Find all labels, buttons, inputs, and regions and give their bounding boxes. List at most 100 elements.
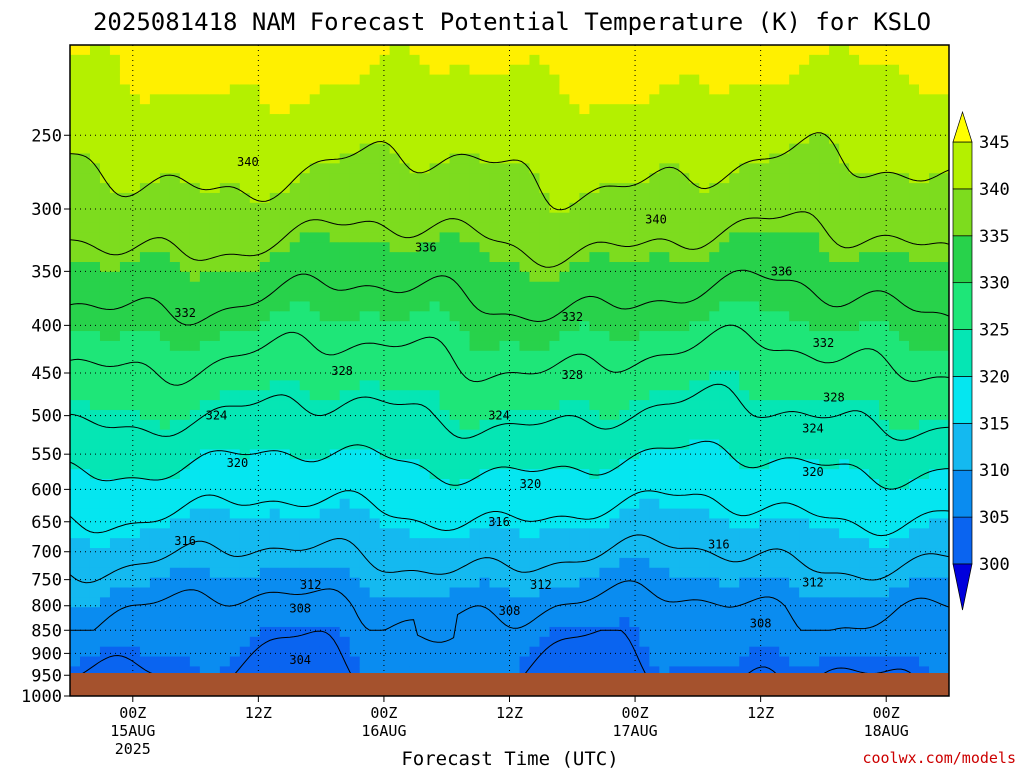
theta-cell [109,183,121,194]
theta-cell [639,479,650,490]
theta-cell [279,577,291,589]
theta-cell [479,488,491,500]
theta-cell [449,74,461,86]
theta-cell [249,222,261,234]
theta-cell [409,54,421,66]
theta-cell [389,311,401,322]
theta-cell [359,587,371,598]
theta-cell [429,498,441,510]
theta-cell [99,439,111,451]
theta-cell [639,459,650,470]
theta-cell [719,656,730,668]
theta-cell [129,350,141,362]
theta-cell [499,400,511,411]
theta-cell [279,488,291,500]
theta-cell [649,192,660,204]
theta-cell [809,311,820,322]
theta-cell [329,183,341,194]
theta-cell [649,380,660,391]
theta-cell [559,133,571,145]
theta-cell [469,626,481,638]
theta-cell [779,607,790,618]
theta-cell [779,281,790,293]
theta-cell [269,597,281,608]
theta-cell [509,577,521,589]
theta-cell [219,321,231,332]
theta-cell [269,252,281,263]
theta-cell [799,577,810,589]
theta-cell [779,577,790,589]
theta-cell [89,133,101,145]
theta-cell [299,311,311,322]
theta-cell [769,528,780,539]
theta-cell [349,419,361,431]
theta-cell [169,212,181,224]
theta-cell [109,123,121,135]
theta-cell [479,370,491,381]
theta-cell [679,281,690,293]
theta-cell [659,232,670,243]
theta-cell [499,163,511,174]
theta-cell [709,232,720,243]
theta-cell [619,143,630,155]
theta-cell [169,626,181,638]
theta-cell [139,429,151,441]
theta-cell [299,597,311,608]
theta-cell [469,222,481,234]
theta-cell [709,360,720,372]
theta-cell [789,518,800,529]
theta-cell [419,548,431,559]
theta-cell [799,321,810,332]
theta-cell [119,281,131,293]
theta-cell [639,331,650,342]
theta-cell [269,222,281,234]
theta-cell [269,538,281,549]
theta-cell [519,636,531,648]
theta-cell [529,183,541,194]
theta-cell [729,646,740,658]
theta-cell [539,567,551,579]
theta-cell [629,114,640,125]
theta-cell [229,94,241,105]
theta-cell [389,656,401,668]
theta-cell [319,459,331,470]
theta-cell [669,321,680,332]
theta-cell [409,607,421,618]
theta-cell [239,488,251,500]
theta-cell [719,626,730,638]
theta-cell [689,192,700,204]
theta-cell [779,419,790,431]
theta-cell [479,173,491,184]
theta-cell [619,133,630,145]
theta-cell [339,439,351,451]
theta-cell [259,143,271,155]
theta-cell [809,360,820,372]
theta-cell [169,321,181,332]
theta-cell [759,479,770,490]
theta-cell [349,94,361,105]
theta-cell [349,518,361,529]
theta-cell [349,370,361,381]
theta-cell [289,498,301,510]
theta-cell [319,528,331,539]
theta-cell [709,192,720,204]
theta-cell [239,183,251,194]
theta-cell [499,242,511,253]
theta-cell [179,567,191,579]
theta-cell [749,666,760,677]
theta-cell [169,143,181,155]
theta-cell [129,528,141,539]
theta-cell [509,488,521,500]
theta-cell [339,64,351,76]
theta-cell [719,538,730,549]
theta-cell [799,617,810,628]
theta-cell [519,479,531,490]
theta-cell [369,360,381,372]
theta-cell [379,646,391,658]
theta-cell [289,587,301,598]
theta-cell [799,469,810,480]
theta-cell [129,567,141,579]
theta-cell [359,202,371,214]
theta-cell [619,262,630,273]
theta-cell [349,400,361,411]
